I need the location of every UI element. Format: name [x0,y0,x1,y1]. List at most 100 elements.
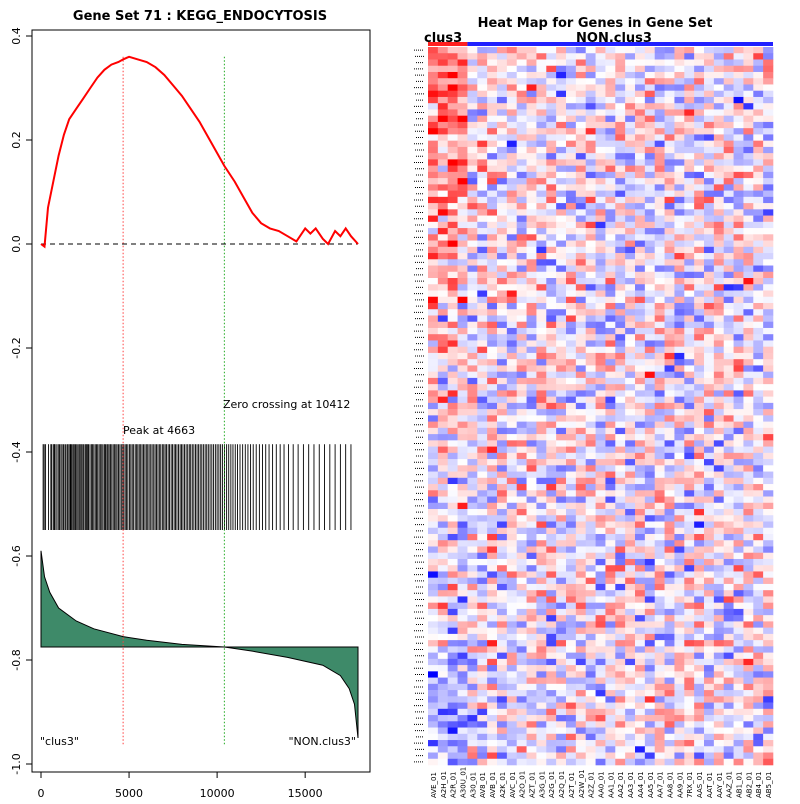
es-curve [40,55,359,249]
heatmap-cell [654,590,665,597]
heatmap-cell [497,565,508,572]
heatmap-cell [447,284,458,291]
heatmap-cell [575,633,587,641]
heatmap-cell [763,234,774,241]
heatmap-cell [585,352,596,360]
heatmap-cell [753,128,764,135]
heatmap-cell [644,471,656,479]
heatmap-cell [704,452,715,460]
heatmap-cell [516,146,527,154]
heatmap-cell [723,521,734,529]
heatmap-cell [674,565,685,572]
heatmap-cell [536,733,547,741]
heatmap-cell [684,671,695,678]
heatmap-cell [585,121,596,129]
heatmap-cell [556,246,567,254]
heatmap-cell [713,677,725,685]
heatmap-cell [566,415,577,422]
heatmap-cell [635,78,646,85]
heatmap-cell [743,209,754,216]
heatmap-cell [497,490,508,497]
heatmap-cell [595,296,606,304]
heatmap-cell [575,515,587,522]
heatmap-cell [428,608,439,616]
heatmap-cell [575,533,587,541]
heatmap-cell [644,452,656,460]
heatmap-cell [635,746,646,753]
heatmap-cell [704,702,715,710]
heatmap-cell [437,184,449,191]
heatmap-cell [625,502,636,510]
heatmap-cell [506,47,518,54]
heatmap-cell [457,702,468,710]
heatmap-cell [566,377,577,385]
sample-label: AA0_01 [598,771,606,798]
heatmap-cell [674,633,685,641]
heatmap-cell [654,302,665,310]
heatmap-cell [506,365,518,372]
heatmap-cell [457,315,468,323]
heatmap-cell [556,677,567,685]
heatmap-cell [644,146,656,154]
heatmap-cell [575,477,587,485]
heatmap-cell [487,583,498,591]
heatmap-cell [546,215,557,223]
heatmap-cell [595,65,606,73]
heatmap-cell [516,677,527,685]
heatmap-cell [674,708,685,716]
heatmap-cell [654,290,665,298]
heatmap-cell [437,165,449,173]
heatmap-cell [763,540,774,547]
heatmap-cell [428,171,439,179]
heatmap-cell [723,671,734,678]
heatmap-cell [723,558,734,566]
heatmap-cell [704,565,715,572]
heatmap-cell [723,321,734,329]
heatmap-cell [497,752,508,760]
heatmap-cell [625,521,636,529]
heatmap-cell [447,140,458,148]
heatmap-cell [704,583,715,591]
heatmap-cell [477,733,488,741]
heatmap-cell [487,708,498,716]
heatmap-cell [644,677,656,685]
heatmap-cell [487,446,498,454]
heatmap-cell [497,715,508,722]
heatmap-cell [487,302,498,310]
heatmap-cell [556,665,567,672]
sample-label: A2G_01 [548,771,556,798]
heatmap-cell [713,571,725,578]
heatmap-cell [713,602,725,610]
heatmap-cell [506,265,518,273]
heatmap-cell [635,727,646,735]
heatmap-cell [713,134,725,141]
heatmap-cell [585,365,596,372]
heatmap-cell [497,346,508,354]
heatmap-cell [546,558,557,566]
heatmap-cell [487,115,498,123]
heatmap-cell [575,53,587,60]
heatmap-cell [644,215,656,223]
heatmap-cell [654,90,665,98]
heatmap-cell [546,471,557,479]
heatmap-cell [546,278,557,285]
heatmap-cell [635,290,646,298]
heatmap-cell [526,421,537,429]
heatmap-cell [457,715,468,722]
heatmap-cell [763,746,774,753]
heatmap-cell [674,665,685,672]
heatmap-cell [635,633,646,641]
heatmap-cell [635,658,646,666]
heatmap-cell [506,690,518,697]
heatmap-cell [713,633,725,641]
heatmap-cell [497,396,508,404]
heatmap-cell [497,640,508,647]
heatmap-cell [733,608,744,616]
heatmap-cell [684,565,695,572]
heatmap-cell [753,583,764,591]
heatmap-cell [753,546,764,554]
heatmap-cell [625,121,636,129]
heatmap-cell [743,103,754,110]
heatmap-cell [664,209,675,216]
heatmap-cell [615,265,626,273]
